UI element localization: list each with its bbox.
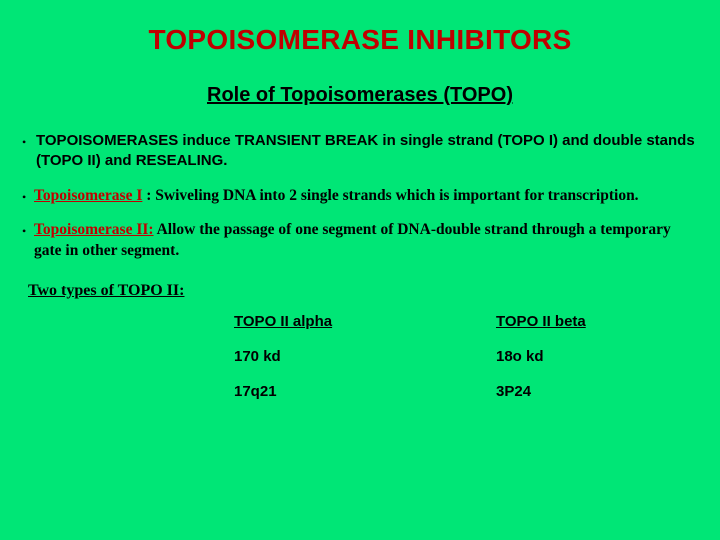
topo-table: TOPO II alpha TOPO II beta 170 kd 18o kd… [232, 304, 698, 411]
slide-subtitle: Role of Topoisomerases (TOPO) [22, 84, 698, 107]
table-cell: 3P24 [496, 376, 696, 409]
two-types-heading: Two types of TOPO II: [28, 282, 698, 300]
slide: TOPOISOMERASE INHIBITORS Role of Topoiso… [0, 0, 720, 540]
table-row: 170 kd 18o kd [234, 341, 696, 374]
table-cell: 18o kd [496, 341, 696, 374]
table-row: TOPO II alpha TOPO II beta [234, 306, 696, 339]
bullet-3: • Topoisomerase II: Allow the passage of… [22, 220, 698, 262]
bullet-1: • TOPOISOMERASES induce TRANSIENT BREAK … [22, 131, 698, 172]
table-cell: 17q21 [234, 376, 494, 409]
table-header-beta: TOPO II beta [496, 306, 696, 339]
bullet-dot-icon: • [22, 220, 32, 239]
table-row: 17q21 3P24 [234, 376, 696, 409]
topo2-label: Topoisomerase II: [34, 221, 154, 238]
bullet-dot-icon: • [22, 186, 32, 205]
table-cell: 170 kd [234, 341, 494, 374]
slide-title: TOPOISOMERASE INHIBITORS [22, 24, 698, 56]
bullet-2-rest: Swiveling DNA into 2 single strands whic… [155, 187, 638, 204]
table-header-alpha: TOPO II alpha [234, 306, 494, 339]
bullet-3-text: Topoisomerase II: Allow the passage of o… [32, 220, 698, 262]
bullet-dot-icon: • [22, 131, 32, 150]
bullet-1-text: TOPOISOMERASES induce TRANSIENT BREAK in… [32, 131, 698, 172]
bullet-2: • Topoisomerase I : Swiveling DNA into 2… [22, 186, 698, 207]
bullet-2-sep: : [142, 187, 155, 204]
topo1-label: Topoisomerase I [34, 187, 142, 204]
bullet-2-text: Topoisomerase I : Swiveling DNA into 2 s… [32, 186, 639, 207]
